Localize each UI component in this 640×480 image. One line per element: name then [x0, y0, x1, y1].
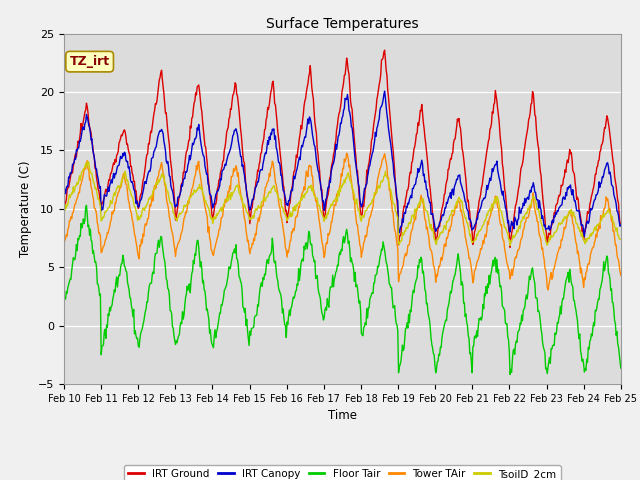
TsoilD_2cm [128, 194, 136, 200]
Tower TAir [184, 198, 192, 204]
IRT Canopy [70, 159, 78, 165]
Title: Surface Temperatures: Surface Temperatures [266, 17, 419, 31]
X-axis label: Time: Time [328, 409, 357, 422]
TsoilD_2cm [411, 206, 419, 212]
Text: TZ_irt: TZ_irt [70, 55, 109, 68]
Tower TAir [343, 150, 351, 156]
Tower TAir [544, 287, 552, 293]
Floor Tair [83, 203, 90, 208]
Y-axis label: Temperature (C): Temperature (C) [19, 160, 33, 257]
IRT Canopy [411, 182, 419, 188]
Tower TAir [617, 273, 625, 278]
Tower TAir [411, 214, 419, 220]
Tower TAir [428, 247, 435, 253]
IRT Ground [70, 159, 78, 165]
Floor Tair [128, 306, 136, 312]
TsoilD_2cm [60, 209, 68, 215]
TsoilD_2cm [617, 237, 625, 242]
IRT Canopy [428, 212, 435, 217]
TsoilD_2cm [70, 189, 78, 195]
Line: IRT Canopy: IRT Canopy [64, 91, 621, 237]
Tower TAir [127, 210, 135, 216]
IRT Ground [428, 196, 435, 202]
TsoilD_2cm [185, 199, 193, 205]
IRT Ground [214, 186, 221, 192]
Line: IRT Ground: IRT Ground [64, 50, 621, 247]
TsoilD_2cm [428, 221, 435, 227]
TsoilD_2cm [84, 159, 92, 165]
IRT Ground [411, 144, 419, 149]
Floor Tair [617, 365, 625, 371]
Floor Tair [60, 300, 68, 305]
Floor Tair [428, 336, 435, 341]
Floor Tair [185, 282, 193, 288]
IRT Canopy [214, 188, 221, 194]
IRT Ground [184, 143, 192, 149]
IRT Ground [381, 48, 388, 53]
Floor Tair [70, 256, 78, 262]
Tower TAir [60, 240, 68, 246]
IRT Canopy [184, 162, 192, 168]
IRT Canopy [617, 222, 625, 228]
IRT Canopy [381, 88, 388, 94]
IRT Ground [60, 206, 68, 212]
IRT Ground [127, 164, 135, 169]
Line: TsoilD_2cm: TsoilD_2cm [64, 162, 621, 246]
IRT Canopy [580, 234, 588, 240]
Floor Tair [411, 283, 419, 288]
IRT Ground [506, 244, 514, 250]
Floor Tair [506, 372, 514, 377]
IRT Canopy [60, 196, 68, 202]
Line: Tower TAir: Tower TAir [64, 153, 621, 290]
TsoilD_2cm [506, 243, 514, 249]
TsoilD_2cm [214, 210, 222, 216]
Legend: IRT Ground, IRT Canopy, Floor Tair, Tower TAir, TsoilD_2cm: IRT Ground, IRT Canopy, Floor Tair, Towe… [124, 465, 561, 480]
IRT Canopy [127, 179, 135, 185]
Tower TAir [214, 235, 221, 240]
Tower TAir [70, 205, 78, 211]
Line: Floor Tair: Floor Tair [64, 205, 621, 374]
IRT Ground [617, 221, 625, 227]
Floor Tair [214, 322, 222, 327]
